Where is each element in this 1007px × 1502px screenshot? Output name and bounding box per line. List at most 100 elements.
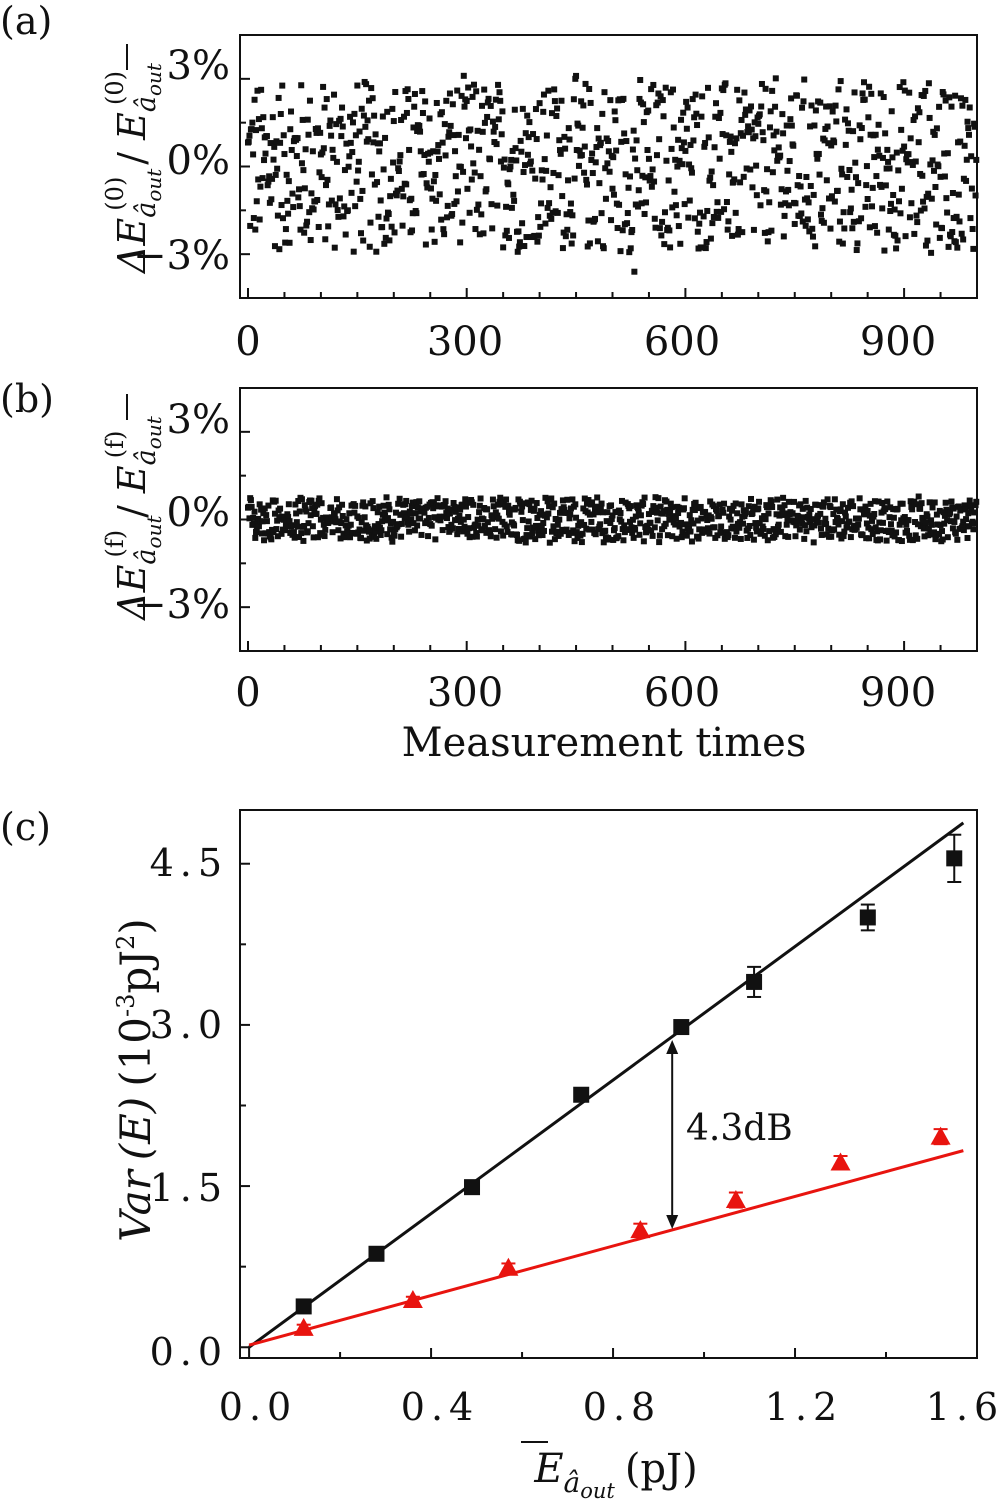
data-point (623, 138, 630, 145)
data-point (461, 103, 468, 110)
data-point (571, 175, 578, 182)
data-point (489, 496, 496, 503)
data-point (337, 535, 344, 542)
data-point (483, 186, 490, 193)
data-point (724, 226, 731, 233)
data-point (792, 200, 799, 207)
data-point (565, 177, 572, 184)
data-point (645, 155, 652, 162)
data-point (540, 527, 547, 534)
data-point (939, 225, 946, 232)
data-point (581, 169, 588, 176)
data-point (941, 173, 948, 180)
data-point (426, 115, 433, 122)
data-point (349, 119, 356, 126)
data-point (715, 115, 722, 122)
data-point (333, 519, 340, 526)
data-point (825, 525, 832, 532)
data-point (831, 198, 838, 205)
data-point (634, 167, 641, 174)
data-point (840, 209, 847, 216)
data-point (678, 116, 685, 123)
data-point (521, 500, 528, 507)
data-point (532, 175, 539, 182)
data-point (832, 102, 839, 109)
data-point (958, 230, 965, 237)
data-point (604, 509, 611, 516)
data-point (248, 126, 255, 133)
data-point (280, 132, 287, 139)
data-point (325, 223, 332, 230)
data-point (618, 138, 625, 145)
data-point (567, 200, 574, 207)
data-point (438, 109, 445, 116)
data-point (859, 90, 866, 97)
data-point (856, 495, 863, 502)
data-point (632, 155, 639, 162)
data-point (485, 95, 492, 102)
data-point (931, 499, 938, 506)
data-point (327, 117, 334, 124)
data-point (641, 494, 648, 501)
data-point (384, 108, 391, 115)
data-point (895, 167, 902, 174)
data-point (675, 510, 682, 517)
data-point (753, 162, 760, 169)
data-point (554, 105, 561, 112)
data-point (925, 525, 932, 532)
data-point (783, 521, 790, 528)
data-point (339, 123, 346, 130)
data-point (380, 502, 387, 509)
data-point (968, 153, 975, 160)
data-point (377, 531, 384, 538)
data-point (484, 519, 491, 526)
data-point (265, 502, 272, 509)
data-point (603, 518, 610, 525)
data-point (876, 519, 883, 526)
data-point (487, 533, 494, 540)
data-point (894, 505, 901, 512)
data-point (387, 193, 394, 200)
data-point (285, 514, 292, 521)
data-point (376, 503, 383, 510)
data-point (906, 532, 913, 539)
data-point (487, 156, 494, 163)
data-point (353, 178, 360, 185)
data-point (368, 85, 375, 92)
data-point (292, 501, 299, 508)
data-point (624, 526, 631, 533)
data-point (282, 226, 289, 233)
data-point (563, 211, 570, 218)
data-point (676, 157, 683, 164)
data-point (696, 209, 703, 216)
data-point (769, 169, 776, 176)
data-point (304, 116, 311, 123)
data-point (949, 229, 956, 236)
data-point (288, 146, 295, 153)
data-point (756, 520, 763, 527)
data-point (839, 171, 846, 178)
data-point (871, 498, 878, 505)
data-point (827, 225, 834, 232)
data-point (850, 128, 857, 135)
data-point (575, 162, 582, 169)
data-point (278, 530, 285, 537)
data-point (301, 229, 308, 236)
data-point (922, 519, 929, 526)
data-point (256, 501, 263, 508)
data-point (306, 97, 313, 104)
data-point (644, 146, 651, 153)
data-point (405, 521, 412, 528)
data-point (749, 184, 756, 191)
data-point (539, 532, 546, 539)
data-point (784, 516, 791, 523)
data-point (715, 214, 722, 221)
data-point-square (859, 909, 876, 926)
data-point (824, 123, 831, 130)
data-point (567, 511, 574, 518)
data-point (566, 136, 573, 143)
data-point (774, 496, 781, 503)
data-point (861, 79, 868, 86)
data-point (452, 508, 459, 515)
data-point (666, 227, 673, 234)
